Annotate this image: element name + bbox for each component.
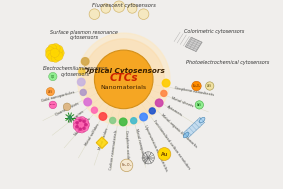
- Circle shape: [80, 89, 86, 95]
- Circle shape: [128, 4, 137, 13]
- Text: Metal sheets: Metal sheets: [171, 96, 194, 108]
- Circle shape: [95, 50, 153, 109]
- Text: Eu$_2$O$_3$: Eu$_2$O$_3$: [192, 82, 201, 90]
- Text: BaS: BaS: [197, 103, 202, 107]
- Circle shape: [110, 117, 116, 123]
- Circle shape: [46, 50, 55, 59]
- Circle shape: [48, 44, 57, 53]
- Text: Upconversion nanoparticles: Upconversion nanoparticles: [143, 125, 169, 173]
- Text: ZnS: ZnS: [48, 90, 53, 94]
- Circle shape: [83, 39, 164, 120]
- Circle shape: [55, 48, 64, 57]
- Circle shape: [99, 113, 107, 120]
- Circle shape: [162, 79, 170, 87]
- Text: Metal nanoparticles: Metal nanoparticles: [134, 128, 147, 164]
- Text: Eu₂O₃: Eu₂O₃: [50, 104, 56, 105]
- Circle shape: [83, 120, 85, 122]
- Circle shape: [79, 119, 81, 122]
- Circle shape: [89, 9, 100, 19]
- Circle shape: [51, 43, 60, 53]
- Circle shape: [192, 81, 201, 91]
- Text: QD: QD: [51, 74, 55, 79]
- Text: Graphene nanosheets: Graphene nanosheets: [174, 86, 214, 97]
- Circle shape: [205, 82, 214, 90]
- Circle shape: [140, 113, 147, 121]
- Circle shape: [78, 125, 86, 133]
- Text: Nanomaterials: Nanomaterials: [101, 85, 147, 90]
- Circle shape: [81, 124, 89, 132]
- Circle shape: [46, 47, 55, 56]
- Text: Fe$_3$O$_4$: Fe$_3$O$_4$: [121, 162, 132, 169]
- Circle shape: [76, 122, 78, 124]
- Text: Nanowires: Nanowires: [67, 109, 85, 124]
- Text: Metal sulfides: Metal sulfides: [84, 123, 100, 146]
- Circle shape: [85, 124, 87, 126]
- Circle shape: [75, 125, 83, 132]
- Ellipse shape: [199, 117, 205, 123]
- Circle shape: [49, 72, 57, 81]
- Circle shape: [73, 122, 81, 130]
- Circle shape: [195, 101, 203, 109]
- Circle shape: [78, 78, 85, 86]
- Circle shape: [76, 125, 78, 128]
- Circle shape: [46, 88, 55, 96]
- Text: Metal oxides: Metal oxides: [98, 127, 109, 150]
- Text: Surface plasmon resonance
cytosensors: Surface plasmon resonance cytosensors: [50, 29, 118, 40]
- Text: Graphene oxide: Graphene oxide: [125, 130, 130, 159]
- Circle shape: [78, 33, 170, 126]
- Circle shape: [82, 121, 89, 129]
- Text: Metal-organic frameworks: Metal-organic frameworks: [160, 113, 197, 148]
- Circle shape: [79, 128, 81, 130]
- Polygon shape: [184, 118, 205, 138]
- Circle shape: [91, 107, 97, 113]
- Text: Aptamers: Aptamers: [166, 105, 183, 118]
- Circle shape: [158, 148, 171, 160]
- Polygon shape: [185, 37, 202, 52]
- Circle shape: [120, 159, 133, 172]
- Circle shape: [131, 118, 137, 124]
- Circle shape: [48, 53, 57, 62]
- Circle shape: [84, 98, 91, 106]
- Circle shape: [119, 118, 127, 126]
- Circle shape: [78, 116, 86, 124]
- Circle shape: [149, 108, 155, 114]
- Circle shape: [77, 121, 85, 129]
- Text: Gold nanoparticles: Gold nanoparticles: [41, 91, 75, 103]
- Circle shape: [63, 103, 71, 111]
- Circle shape: [73, 119, 81, 127]
- Text: Photoelectrochemical cytosensors: Photoelectrochemical cytosensors: [186, 60, 269, 65]
- Text: Carbon nanomaterials: Carbon nanomaterials: [109, 130, 119, 170]
- Text: CTCs: CTCs: [110, 74, 138, 83]
- Circle shape: [50, 48, 59, 57]
- Text: ZnS: ZnS: [207, 84, 212, 88]
- Text: Quantum dots: Quantum dots: [54, 101, 79, 116]
- Text: Functionalized carbon nanotubes: Functionalized carbon nanotubes: [152, 119, 191, 171]
- Circle shape: [68, 116, 71, 119]
- Text: Fluorescent cytosensors: Fluorescent cytosensors: [92, 3, 156, 8]
- Text: Colorimetric cytosensors: Colorimetric cytosensors: [184, 29, 245, 34]
- Circle shape: [155, 99, 163, 107]
- Circle shape: [113, 1, 125, 12]
- Ellipse shape: [183, 132, 189, 138]
- Circle shape: [83, 127, 85, 129]
- Text: Nanoclusters: Nanoclusters: [73, 117, 92, 137]
- Circle shape: [49, 101, 57, 109]
- Circle shape: [81, 118, 89, 126]
- Circle shape: [79, 68, 85, 74]
- Circle shape: [75, 117, 83, 125]
- Text: Electrochemiluminescence
cytosensors: Electrochemiluminescence cytosensors: [42, 66, 108, 77]
- Circle shape: [54, 52, 63, 61]
- Circle shape: [101, 4, 110, 13]
- Text: Optical Cytosensors: Optical Cytosensors: [83, 67, 165, 74]
- Circle shape: [82, 58, 89, 65]
- Circle shape: [54, 45, 63, 54]
- Text: Au: Au: [161, 152, 168, 156]
- Polygon shape: [96, 137, 108, 148]
- Circle shape: [51, 53, 60, 62]
- Circle shape: [161, 90, 167, 96]
- Circle shape: [138, 9, 149, 19]
